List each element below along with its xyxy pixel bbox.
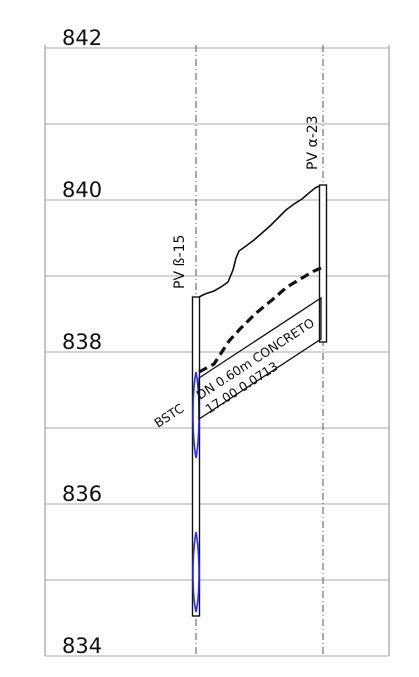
well-label-pv-a23: PV α-23 bbox=[305, 115, 321, 170]
elevation-label-836: 836 bbox=[62, 482, 102, 506]
pipe-band bbox=[198, 296, 322, 421]
water-mark-lower bbox=[192, 531, 200, 613]
elevation-label-842: 842 bbox=[62, 26, 102, 50]
pipe-crown-line bbox=[198, 266, 322, 374]
terrain-line bbox=[198, 185, 320, 298]
pipe-prefix-label: BSTC bbox=[151, 400, 186, 430]
grid bbox=[45, 47, 389, 657]
elevation-label-834: 834 bbox=[62, 634, 102, 658]
well-label-pv-b15: PV ß-15 bbox=[172, 235, 188, 289]
elevation-label-840: 840 bbox=[62, 178, 102, 202]
well-shaft-pv-a23 bbox=[318, 184, 328, 343]
pipe-spec-label: DN 0.60m CONCRETO bbox=[193, 315, 317, 403]
elevation-label-838: 838 bbox=[62, 330, 102, 354]
